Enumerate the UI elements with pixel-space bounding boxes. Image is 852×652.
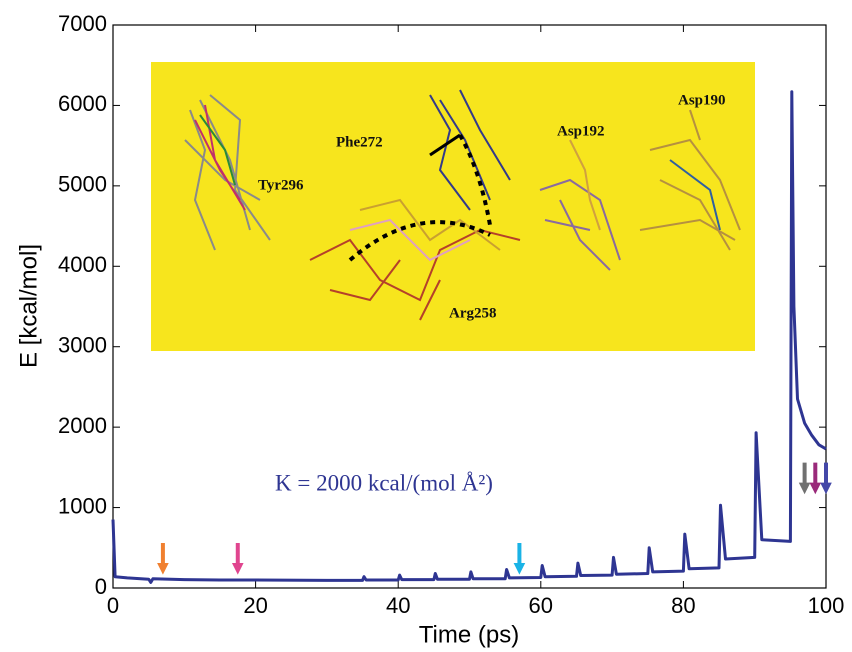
inset-label: Tyr296	[258, 177, 304, 193]
inset-label: Arg258	[449, 305, 497, 321]
y-tick-label: 6000	[58, 91, 107, 116]
y-axis-label: E [kcal/mol]	[15, 244, 42, 368]
y-tick-label: 3000	[58, 333, 107, 358]
y-tick-label: 4000	[58, 252, 107, 277]
plot-frame	[112, 24, 827, 589]
y-tick-label: 1000	[58, 493, 107, 518]
inset-background	[151, 62, 755, 351]
inset-label: Phe272	[336, 134, 383, 150]
y-tick-label: 7000	[58, 11, 107, 36]
x-tick-label: 80	[671, 593, 695, 618]
arrow	[513, 543, 526, 575]
inset-label: Asp190	[678, 92, 726, 108]
y-tick-label: 2000	[58, 413, 107, 438]
inset-structures	[184, 89, 741, 321]
x-tick-label: 60	[529, 593, 553, 618]
x-tick-label: 0	[107, 593, 119, 618]
arrow	[809, 462, 822, 495]
energy-line	[111, 90, 827, 584]
arrow	[157, 543, 169, 575]
annotation: K = 2000 kcal/(mol Å²)	[275, 470, 493, 495]
inset-label: Asp192	[557, 123, 605, 139]
x-axis-label: Time (ps)	[419, 621, 519, 648]
arrow	[798, 462, 811, 495]
inset: Tyr296 Phe272 Asp192 Asp190 Arg258	[151, 62, 755, 351]
y-tick-label: 5000	[58, 172, 107, 197]
y-tick-label: 0	[95, 574, 107, 599]
arrow	[231, 543, 244, 575]
arrow	[820, 462, 832, 495]
x-tick-label: 40	[386, 593, 410, 618]
x-tick-label: 100	[808, 593, 845, 618]
x-tick-label: 20	[243, 593, 267, 618]
